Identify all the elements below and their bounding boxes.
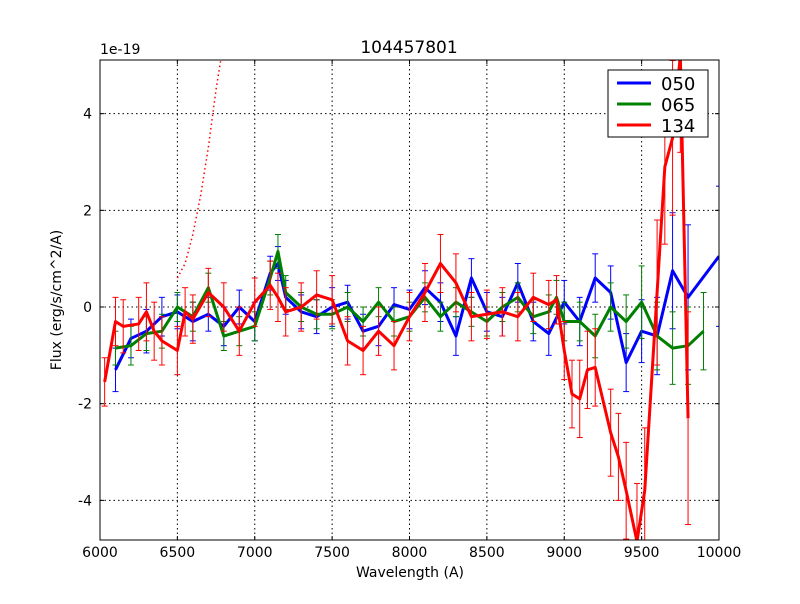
x-axis-label: Wavelength (A) — [356, 565, 464, 581]
x-tick-label: 7500 — [314, 545, 350, 561]
y-tick-label: -2 — [78, 397, 92, 413]
series-line-134 — [105, 56, 688, 542]
y-tick-label: -4 — [78, 493, 92, 509]
legend-label-050: 050 — [661, 74, 695, 95]
y-axis-label: Flux (erg/s/cm^2/A) — [49, 230, 65, 370]
model-curve-line — [177, 51, 222, 278]
x-tick-label: 8000 — [392, 545, 428, 561]
x-tick-label: 6000 — [82, 545, 118, 561]
y-tick-label: 4 — [83, 107, 92, 123]
y-tick-label: 2 — [83, 203, 92, 219]
legend-label-065: 065 — [661, 95, 695, 116]
x-tick-label: 9000 — [546, 545, 582, 561]
x-tick-label: 9500 — [624, 545, 660, 561]
series-050 — [112, 186, 722, 391]
legend-label-134: 134 — [661, 116, 695, 137]
x-tick-label: 10000 — [697, 545, 742, 561]
y-offset-label: 1e-19 — [100, 42, 140, 58]
x-tick-label: 8500 — [469, 545, 505, 561]
series-134 — [102, 0, 691, 599]
y-tick-label: 0 — [83, 300, 92, 316]
x-tick-label: 7000 — [237, 545, 273, 561]
chart-title: 104457801 — [360, 38, 457, 58]
x-tick-label: 6500 — [160, 545, 196, 561]
